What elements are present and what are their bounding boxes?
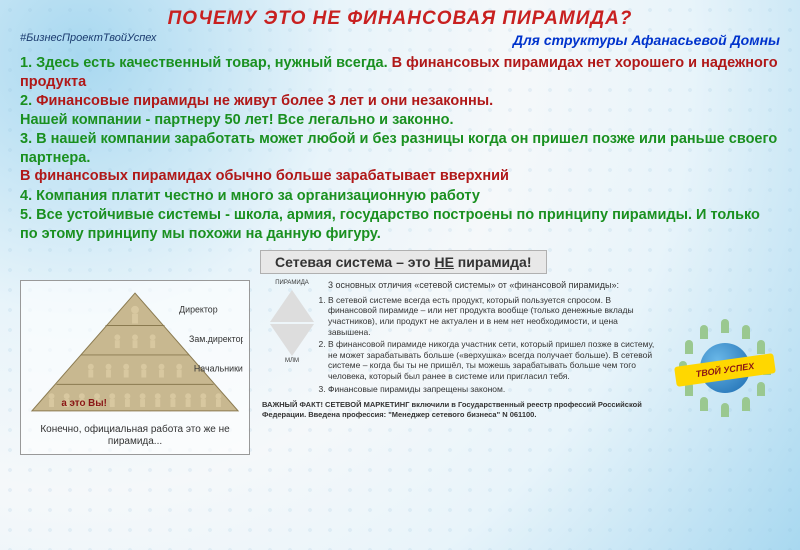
- diffs-list: В сетевой системе всегда есть продукт, к…: [276, 295, 658, 395]
- point: 1. Здесь есть качественный товар, нужный…: [20, 54, 780, 91]
- important-fact: ВАЖНЫЙ ФАКТ! СЕТЕВОЙ МАРКЕТИНГ включили …: [262, 400, 658, 419]
- diff-item: В финансовой пирамиде никогда участник с…: [276, 339, 658, 382]
- hashtag: #БизнесПроектТвойУспех: [20, 32, 156, 44]
- pyramid-caption: Конечно, официальная работа это же не пи…: [27, 424, 243, 448]
- banner: Сетевая система – это НЕ пирамида!: [260, 250, 547, 274]
- point: 5. Все устойчивые системы - школа, армия…: [20, 206, 780, 243]
- svg-text:а это Вы!: а это Вы!: [61, 398, 107, 409]
- diff-item: Финансовые пирамиды запрещены законом.: [276, 384, 658, 395]
- point: 4. Компания платит честно и много за орг…: [20, 187, 780, 206]
- diff-diagram: ПИРАМИДА МЛМ: [262, 280, 322, 390]
- diff-item: В сетевой системе всегда есть продукт, к…: [276, 295, 658, 338]
- point: 3. В нашей компании заработать может люб…: [20, 130, 780, 186]
- point: 2. Финансовые пирамиды не живут более 3 …: [20, 92, 780, 129]
- pyramid-diagram: Директор Зам.директора Начальники а это …: [20, 280, 250, 455]
- points-list: 1. Здесь есть качественный товар, нужный…: [20, 54, 780, 243]
- logo: ТВОЙ УСПЕХ: [670, 280, 780, 455]
- differences-block: ПИРАМИДА МЛМ 3 основных отличия «сетевой…: [262, 280, 658, 455]
- svg-text:Директор: Директор: [179, 305, 218, 315]
- svg-text:Зам.директора: Зам.директора: [189, 335, 243, 345]
- svg-text:Начальники: Начальники: [194, 364, 243, 374]
- main-title: ПОЧЕМУ ЭТО НЕ ФИНАНСОВАЯ ПИРАМИДА?: [20, 8, 780, 30]
